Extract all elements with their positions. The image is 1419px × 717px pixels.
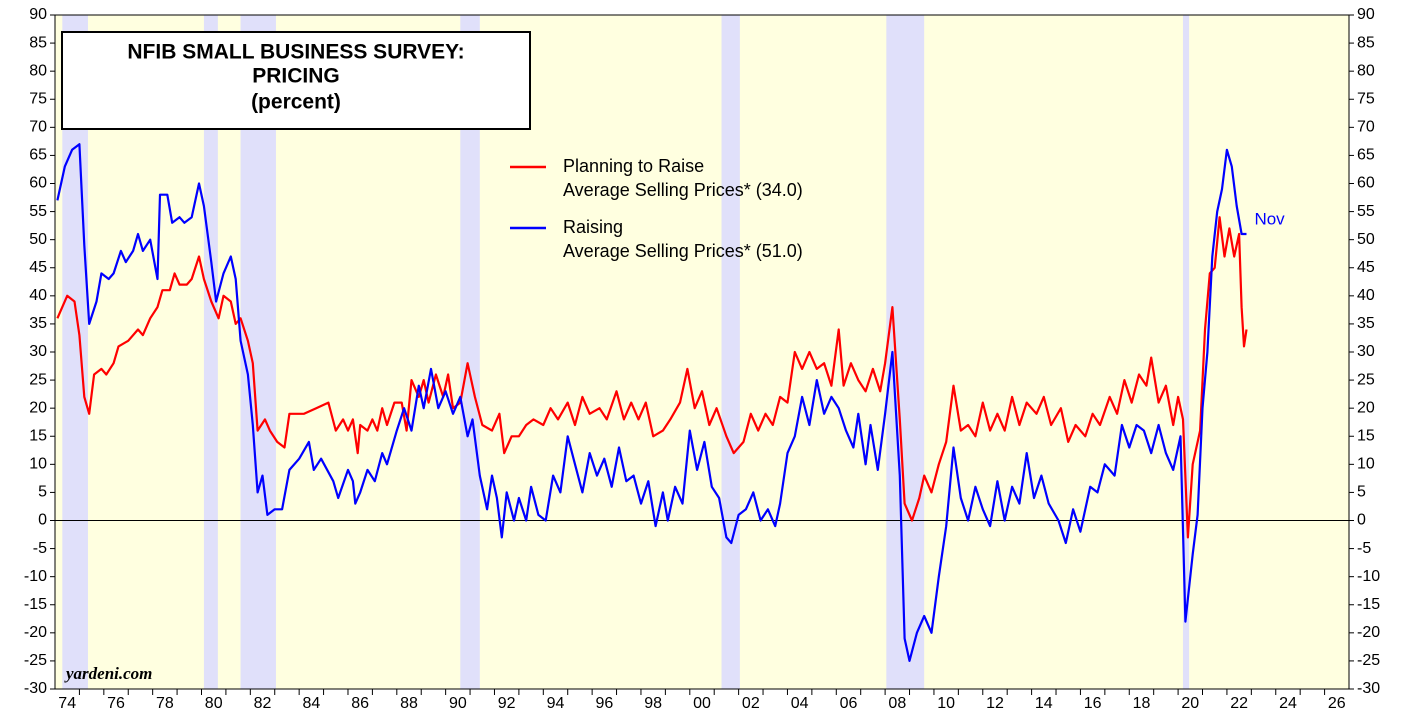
shaded-period: [721, 15, 740, 689]
x-tick-label: 84: [302, 695, 320, 712]
x-tick-label: 74: [58, 695, 76, 712]
y-tick-label: 30: [29, 343, 47, 360]
x-tick-label: 90: [449, 695, 467, 712]
x-tick-label: 04: [791, 695, 809, 712]
y-tick-label: -20: [24, 624, 47, 641]
y2-tick-label: 75: [1357, 90, 1375, 107]
y2-tick-label: 50: [1357, 231, 1375, 248]
y2-tick-label: -5: [1357, 540, 1371, 557]
y2-tick-label: 0: [1357, 512, 1366, 529]
x-tick-label: 18: [1133, 695, 1151, 712]
y-tick-label: 75: [29, 90, 47, 107]
y-tick-label: 45: [29, 259, 47, 276]
plot-border: [54, 14, 1350, 690]
y-tick-label: -5: [33, 540, 47, 557]
x-tick-label: 88: [400, 695, 418, 712]
x-tick-label: 86: [351, 695, 369, 712]
y2-tick-label: -15: [1357, 596, 1380, 613]
chart-title: NFIB SMALL BUSINESS SURVEY:: [127, 41, 464, 64]
title-box: [61, 31, 531, 130]
y-tick-label: 35: [29, 315, 47, 332]
x-tick-label: 76: [107, 695, 125, 712]
y2-tick-label: 25: [1357, 371, 1375, 388]
x-tick-label: 82: [254, 695, 272, 712]
y2-tick-label: -25: [1357, 652, 1380, 669]
y2-tick-label: -20: [1357, 624, 1380, 641]
y2-tick-label: 35: [1357, 315, 1375, 332]
x-tick-label: 10: [937, 695, 955, 712]
x-tick-label: 80: [205, 695, 223, 712]
y2-tick-label: 55: [1357, 203, 1375, 220]
legend-label: Raising Average Selling Prices* (51.0): [563, 217, 803, 261]
y-tick-label: 25: [29, 371, 47, 388]
y-tick-label: 40: [29, 287, 47, 304]
y-tick-label: 55: [29, 203, 47, 220]
y-tick-label: -25: [24, 652, 47, 669]
legend-label: Planning to Raise Average Selling Prices*…: [563, 156, 803, 200]
source: yardeni.com: [64, 664, 152, 683]
legend-label-line: Average Selling Prices* (34.0): [563, 180, 803, 200]
y2-tick-label: -30: [1357, 680, 1380, 697]
y-tick-label: -15: [24, 596, 47, 613]
x-tick-label: 08: [888, 695, 906, 712]
y2-tick-label: 30: [1357, 343, 1375, 360]
y-tick-label: 85: [29, 34, 47, 51]
y-tick-label: 50: [29, 231, 47, 248]
x-tick-label: 22: [1230, 695, 1248, 712]
y-tick-label: 60: [29, 175, 47, 192]
y2-tick-label: -10: [1357, 568, 1380, 585]
x-tick-label: 94: [547, 695, 565, 712]
y2-tick-label: 45: [1357, 259, 1375, 276]
legend-label-line: Planning to Raise: [563, 156, 704, 176]
y2-tick-label: 90: [1357, 6, 1375, 23]
y2-tick-label: 5: [1357, 484, 1366, 501]
x-tick-label: 16: [1084, 695, 1102, 712]
x-tick-label: 98: [644, 695, 662, 712]
y2-tick-label: 80: [1357, 62, 1375, 79]
y-tick-label: 10: [29, 456, 47, 473]
y-tick-label: 0: [38, 512, 47, 529]
x-tick-label: 14: [1035, 695, 1053, 712]
y-tick-label: 20: [29, 399, 47, 416]
y-tick-label: 80: [29, 62, 47, 79]
y2-tick-label: 65: [1357, 147, 1375, 164]
series-line: [56, 216, 1248, 539]
y-tick-label: -30: [24, 680, 47, 697]
y-tick-label: -10: [24, 568, 47, 585]
x-tick-label: 96: [595, 695, 613, 712]
series-line: [56, 143, 1247, 662]
legend-label-line: Raising: [563, 217, 623, 237]
x-tick-label: 06: [840, 695, 858, 712]
x-tick-label: 78: [156, 695, 174, 712]
y2-tick-label: 70: [1357, 119, 1375, 136]
annotation: Nov: [1254, 210, 1285, 229]
y2-tick-label: 15: [1357, 427, 1375, 444]
x-tick-label: 92: [498, 695, 516, 712]
y-tick-label: 5: [38, 484, 47, 501]
x-tick-label: 20: [1181, 695, 1199, 712]
y2-tick-label: 40: [1357, 287, 1375, 304]
y2-tick-label: 85: [1357, 34, 1375, 51]
y2-tick-label: 60: [1357, 175, 1375, 192]
legend-label-line: Average Selling Prices* (51.0): [563, 241, 803, 261]
x-tick-label: 26: [1328, 695, 1346, 712]
y-tick-label: 65: [29, 147, 47, 164]
y-tick-label: 90: [29, 6, 47, 23]
chart-title: PRICING: [252, 65, 340, 88]
chart-subtitle: (percent): [251, 91, 341, 114]
x-tick-label: 24: [1279, 695, 1297, 712]
x-tick-label: 12: [986, 695, 1004, 712]
x-tick-label: 02: [742, 695, 760, 712]
y2-tick-label: 10: [1357, 456, 1375, 473]
x-tick-label: 00: [693, 695, 711, 712]
y2-tick-label: 20: [1357, 399, 1375, 416]
shaded-period: [1182, 15, 1190, 689]
y-tick-label: 70: [29, 119, 47, 136]
y-tick-label: 15: [29, 427, 47, 444]
